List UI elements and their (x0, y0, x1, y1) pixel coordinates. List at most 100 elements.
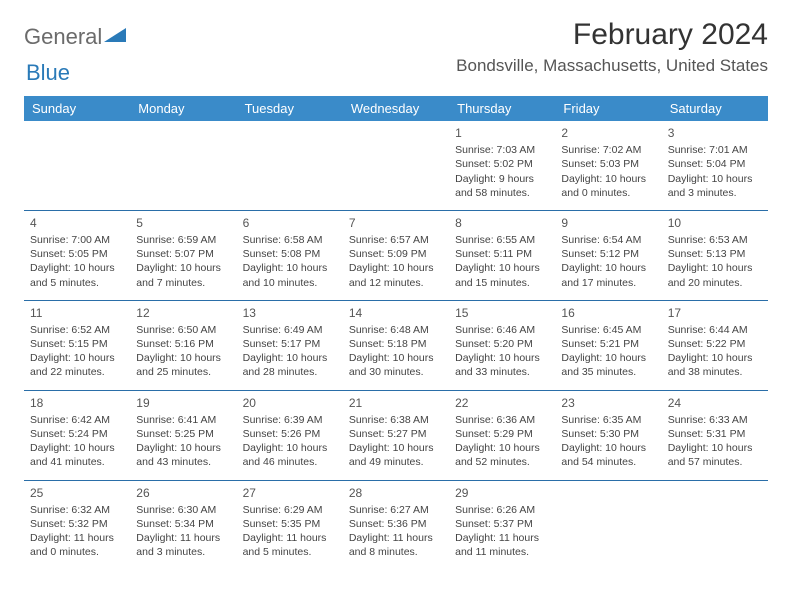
cell-ss: Sunset: 5:31 PM (668, 427, 762, 441)
cell-d2: and 25 minutes. (136, 365, 230, 379)
cell-ss: Sunset: 5:02 PM (455, 157, 549, 171)
cell-d1: Daylight: 11 hours (30, 531, 124, 545)
logo-triangle-icon (104, 26, 126, 49)
day-number: 24 (668, 395, 762, 411)
cell-d2: and 12 minutes. (349, 276, 443, 290)
calendar-cell: 25Sunrise: 6:32 AMSunset: 5:32 PMDayligh… (24, 480, 130, 569)
cell-d1: Daylight: 10 hours (349, 261, 443, 275)
cell-ss: Sunset: 5:05 PM (30, 247, 124, 261)
cell-d1: Daylight: 10 hours (561, 441, 655, 455)
cell-d2: and 41 minutes. (30, 455, 124, 469)
cell-sr: Sunrise: 6:38 AM (349, 413, 443, 427)
day-number: 4 (30, 215, 124, 231)
day-header: Tuesday (237, 96, 343, 121)
logo-text-a: General (24, 24, 102, 50)
day-number: 14 (349, 305, 443, 321)
cell-ss: Sunset: 5:22 PM (668, 337, 762, 351)
cell-sr: Sunrise: 6:35 AM (561, 413, 655, 427)
cell-d1: Daylight: 11 hours (243, 531, 337, 545)
day-number: 28 (349, 485, 443, 501)
cell-sr: Sunrise: 6:26 AM (455, 503, 549, 517)
cell-sr: Sunrise: 6:27 AM (349, 503, 443, 517)
day-number: 23 (561, 395, 655, 411)
cell-ss: Sunset: 5:07 PM (136, 247, 230, 261)
calendar-row: 1Sunrise: 7:03 AMSunset: 5:02 PMDaylight… (24, 121, 768, 210)
day-number: 15 (455, 305, 549, 321)
cell-ss: Sunset: 5:13 PM (668, 247, 762, 261)
cell-d2: and 54 minutes. (561, 455, 655, 469)
calendar-cell: 1Sunrise: 7:03 AMSunset: 5:02 PMDaylight… (449, 121, 555, 210)
day-number: 11 (30, 305, 124, 321)
cell-ss: Sunset: 5:21 PM (561, 337, 655, 351)
cell-d2: and 0 minutes. (561, 186, 655, 200)
cell-d2: and 8 minutes. (349, 545, 443, 559)
calendar-cell-empty (662, 480, 768, 569)
cell-d2: and 3 minutes. (668, 186, 762, 200)
day-number: 13 (243, 305, 337, 321)
cell-d2: and 7 minutes. (136, 276, 230, 290)
cell-d1: Daylight: 9 hours (455, 172, 549, 186)
cell-d2: and 20 minutes. (668, 276, 762, 290)
cell-sr: Sunrise: 7:03 AM (455, 143, 549, 157)
cell-ss: Sunset: 5:11 PM (455, 247, 549, 261)
cell-ss: Sunset: 5:17 PM (243, 337, 337, 351)
cell-d2: and 5 minutes. (30, 276, 124, 290)
calendar-cell: 9 Sunrise: 6:54 AMSunset: 5:12 PMDaylight… (555, 210, 661, 300)
cell-d1: Daylight: 10 hours (455, 441, 549, 455)
calendar-table: SundayMondayTuesdayWednesdayThursdayFrid… (24, 96, 768, 569)
cell-d1: Daylight: 10 hours (136, 351, 230, 365)
calendar-cell: 22Sunrise: 6:36 AMSunset: 5:29 PMDayligh… (449, 390, 555, 480)
cell-sr: Sunrise: 6:39 AM (243, 413, 337, 427)
cell-sr: Sunrise: 6:52 AM (30, 323, 124, 337)
day-number: 5 (136, 215, 230, 231)
cell-ss: Sunset: 5:36 PM (349, 517, 443, 531)
cell-sr: Sunrise: 6:44 AM (668, 323, 762, 337)
cell-ss: Sunset: 5:37 PM (455, 517, 549, 531)
calendar-cell-empty (130, 121, 236, 210)
calendar-body: 1Sunrise: 7:03 AMSunset: 5:02 PMDaylight… (24, 121, 768, 569)
calendar-cell: 18Sunrise: 6:42 AMSunset: 5:24 PMDayligh… (24, 390, 130, 480)
cell-d1: Daylight: 10 hours (243, 351, 337, 365)
day-number: 9 (561, 215, 655, 231)
day-header: Sunday (24, 96, 130, 121)
cell-d2: and 22 minutes. (30, 365, 124, 379)
cell-d2: and 49 minutes. (349, 455, 443, 469)
day-number: 3 (668, 125, 762, 141)
cell-d1: Daylight: 10 hours (30, 441, 124, 455)
cell-ss: Sunset: 5:08 PM (243, 247, 337, 261)
calendar-cell: 11Sunrise: 6:52 AMSunset: 5:15 PMDayligh… (24, 300, 130, 390)
cell-d1: Daylight: 10 hours (30, 261, 124, 275)
cell-ss: Sunset: 5:16 PM (136, 337, 230, 351)
cell-d1: Daylight: 10 hours (455, 351, 549, 365)
day-header: Thursday (449, 96, 555, 121)
cell-ss: Sunset: 5:03 PM (561, 157, 655, 171)
cell-ss: Sunset: 5:12 PM (561, 247, 655, 261)
cell-sr: Sunrise: 6:46 AM (455, 323, 549, 337)
cell-sr: Sunrise: 7:01 AM (668, 143, 762, 157)
cell-sr: Sunrise: 6:50 AM (136, 323, 230, 337)
calendar-cell: 24 Sunrise: 6:33 AMSunset: 5:31 PMDayligh… (662, 390, 768, 480)
cell-d1: Daylight: 10 hours (561, 261, 655, 275)
day-number: 22 (455, 395, 549, 411)
cell-d1: Daylight: 11 hours (136, 531, 230, 545)
calendar-cell: 26Sunrise: 6:30 AMSunset: 5:34 PMDayligh… (130, 480, 236, 569)
cell-sr: Sunrise: 6:48 AM (349, 323, 443, 337)
cell-ss: Sunset: 5:25 PM (136, 427, 230, 441)
cell-d2: and 15 minutes. (455, 276, 549, 290)
calendar-row: 4Sunrise: 7:00 AMSunset: 5:05 PMDaylight… (24, 210, 768, 300)
day-header: Saturday (662, 96, 768, 121)
cell-d2: and 17 minutes. (561, 276, 655, 290)
day-number: 8 (455, 215, 549, 231)
calendar-cell-empty (24, 121, 130, 210)
day-number: 10 (668, 215, 762, 231)
cell-d1: Daylight: 10 hours (243, 261, 337, 275)
cell-d1: Daylight: 10 hours (668, 441, 762, 455)
day-number: 7 (349, 215, 443, 231)
cell-d1: Daylight: 10 hours (668, 351, 762, 365)
cell-d2: and 3 minutes. (136, 545, 230, 559)
calendar-cell: 3Sunrise: 7:01 AMSunset: 5:04 PMDaylight… (662, 121, 768, 210)
cell-d2: and 28 minutes. (243, 365, 337, 379)
cell-sr: Sunrise: 6:54 AM (561, 233, 655, 247)
cell-sr: Sunrise: 6:29 AM (243, 503, 337, 517)
cell-sr: Sunrise: 6:33 AM (668, 413, 762, 427)
